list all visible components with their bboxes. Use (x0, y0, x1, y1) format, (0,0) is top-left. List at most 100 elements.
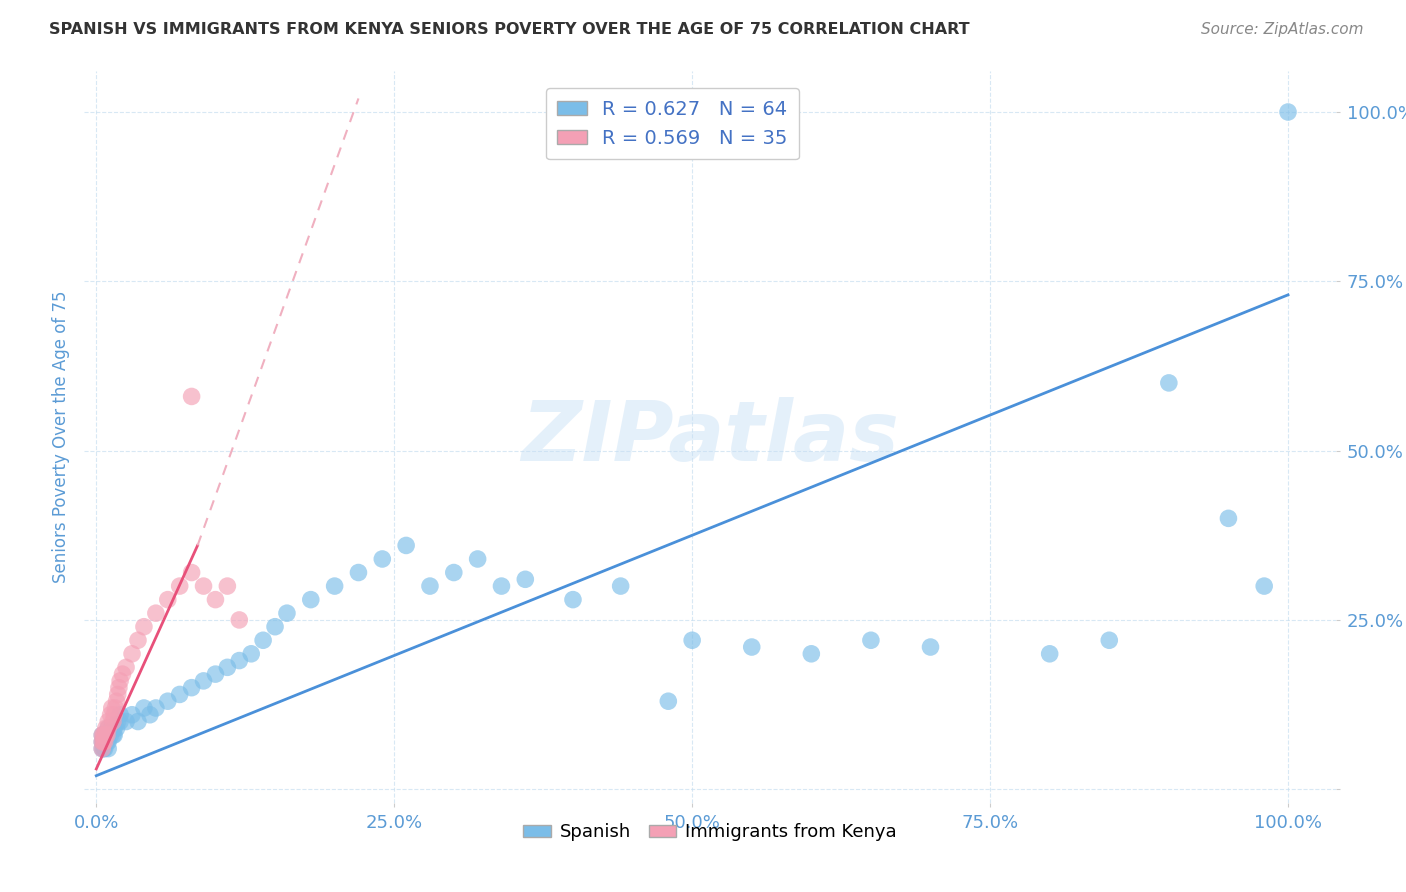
Point (467, 552, 489, 566)
Point (395, 538, 418, 552)
Point (115, 660, 138, 674)
Point (101, 714, 124, 729)
Point (93, 741, 115, 756)
Point (193, 673, 215, 688)
Y-axis label: Seniors Poverty Over the Age of 75: Seniors Poverty Over the Age of 75 (52, 291, 70, 583)
Point (108, 673, 131, 688)
Point (204, 667, 226, 681)
Point (264, 620, 287, 634)
Point (103, 728, 125, 742)
Point (100, 721, 122, 735)
Point (105, 721, 128, 735)
Point (180, 681, 202, 695)
Point (193, 579, 215, 593)
Point (94, 735, 117, 749)
Point (132, 701, 155, 715)
Point (347, 566, 370, 580)
Point (111, 667, 134, 681)
Point (204, 592, 226, 607)
Point (859, 633, 882, 648)
Point (252, 633, 274, 648)
Point (228, 613, 250, 627)
Point (108, 714, 131, 729)
Point (562, 592, 585, 607)
Point (97, 741, 120, 756)
Point (97, 721, 120, 735)
Point (103, 721, 125, 735)
Point (657, 694, 679, 708)
Point (156, 694, 179, 708)
Point (217, 660, 239, 674)
Point (105, 694, 128, 708)
Point (93, 735, 115, 749)
Point (94, 728, 117, 742)
Point (93, 728, 115, 742)
Point (609, 579, 631, 593)
Point (100, 707, 122, 722)
Point (93, 735, 115, 749)
Point (94, 721, 117, 735)
Point (127, 633, 149, 648)
Point (323, 579, 346, 593)
Point (107, 688, 129, 702)
Point (145, 606, 167, 620)
Text: SPANISH VS IMMIGRANTS FROM KENYA SENIORS POVERTY OVER THE AGE OF 75 CORRELATION : SPANISH VS IMMIGRANTS FROM KENYA SENIORS… (49, 22, 970, 37)
Point (132, 620, 155, 634)
Point (180, 566, 202, 580)
Point (91, 735, 114, 749)
Point (93, 728, 115, 742)
Point (96, 728, 118, 742)
Legend: Spanish, Immigrants from Kenya: Spanish, Immigrants from Kenya (516, 816, 904, 848)
Point (1157, 376, 1180, 390)
Point (97, 721, 120, 735)
Point (139, 707, 162, 722)
Point (515, 572, 537, 586)
Point (93, 735, 115, 749)
Point (115, 714, 138, 729)
Point (103, 707, 125, 722)
Point (1277, 105, 1299, 120)
Point (1098, 633, 1121, 648)
Point (100, 701, 122, 715)
Point (169, 579, 191, 593)
Point (1253, 579, 1275, 593)
Point (180, 389, 202, 403)
Point (94, 728, 117, 742)
Point (169, 688, 191, 702)
Point (419, 579, 441, 593)
Point (145, 701, 167, 715)
Point (97, 714, 120, 729)
Point (1218, 511, 1240, 525)
Point (121, 647, 143, 661)
Point (91, 735, 114, 749)
Point (741, 640, 763, 654)
Point (228, 654, 250, 668)
Point (91, 728, 114, 742)
Point (97, 735, 120, 749)
Point (91, 741, 114, 756)
Point (108, 707, 131, 722)
Point (121, 707, 143, 722)
Point (93, 741, 115, 756)
Point (100, 728, 122, 742)
Point (97, 728, 120, 742)
Point (371, 552, 394, 566)
Point (107, 714, 129, 729)
Point (91, 741, 114, 756)
Point (127, 714, 149, 729)
Point (217, 579, 239, 593)
Point (96, 735, 118, 749)
Text: Source: ZipAtlas.com: Source: ZipAtlas.com (1201, 22, 1364, 37)
Point (101, 728, 124, 742)
Point (104, 701, 127, 715)
Point (91, 728, 114, 742)
Point (1039, 647, 1062, 661)
Point (240, 647, 263, 661)
Point (156, 592, 179, 607)
Point (443, 566, 465, 580)
Text: ZIPatlas: ZIPatlas (522, 397, 898, 477)
Point (800, 647, 823, 661)
Point (276, 606, 298, 620)
Point (681, 633, 703, 648)
Point (491, 579, 513, 593)
